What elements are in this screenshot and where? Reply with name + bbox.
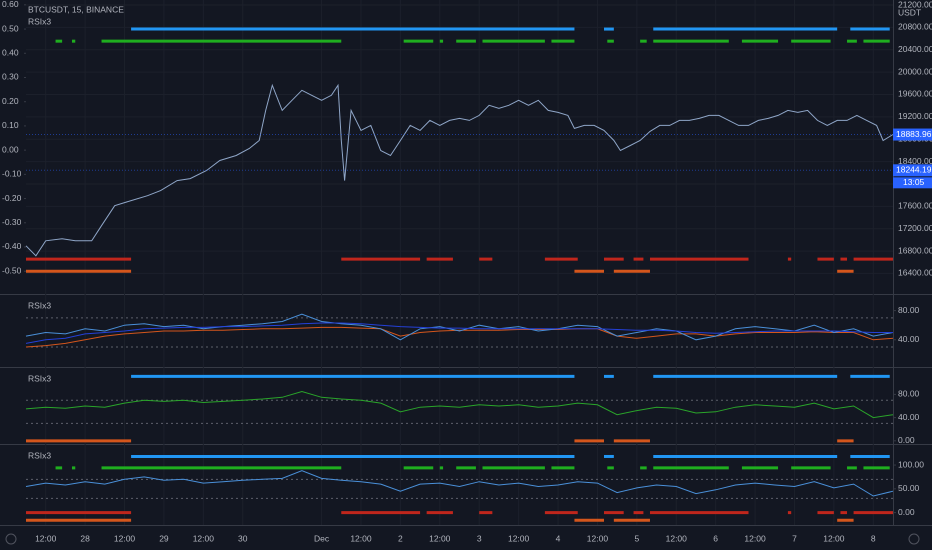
time-label: 12:00 xyxy=(429,533,451,543)
price-tag xyxy=(893,128,932,141)
price-tick-label: 40.00 xyxy=(898,412,920,422)
time-label: 5 xyxy=(634,533,639,543)
time-label: 28 xyxy=(80,533,90,543)
time-label: 12:00 xyxy=(744,533,766,543)
indicator-name: RSIx3 xyxy=(28,373,51,383)
left-tick-label: -0.20 xyxy=(2,193,22,203)
series-line xyxy=(25,470,894,497)
left-tick-label: -0.40 xyxy=(2,241,22,251)
price-tick-label: 16800.00 xyxy=(898,245,932,255)
time-label: 30 xyxy=(238,533,248,543)
time-label: 2 xyxy=(398,533,403,543)
price-tag xyxy=(893,164,932,177)
left-tick-label: 0.10 xyxy=(2,120,19,130)
series-line xyxy=(25,390,894,419)
left-tick-label: 0.60 xyxy=(2,0,19,9)
left-tick-label: 0.30 xyxy=(2,72,19,82)
time-label: 6 xyxy=(713,533,718,543)
left-tick-label: -0.50 xyxy=(2,265,22,275)
indicator-name: RSIx3 xyxy=(28,16,51,26)
countdown-label: 13:05 xyxy=(903,177,925,187)
price-tick-label: 50.00 xyxy=(898,483,920,493)
currency-label: USDT xyxy=(898,7,921,17)
time-label: 12:00 xyxy=(114,533,136,543)
time-label: 8 xyxy=(871,533,876,543)
countdown-tag xyxy=(893,177,932,189)
price-tick-label: 20800.00 xyxy=(898,22,932,32)
time-label: 4 xyxy=(556,533,561,543)
time-label: 12:00 xyxy=(193,533,215,543)
chart-title: BTCUSDT, 15, BINANCE xyxy=(28,4,124,14)
price-tick-label: 19600.00 xyxy=(898,89,932,99)
price-tick-label: 40.00 xyxy=(898,334,920,344)
left-tick-label: -0.10 xyxy=(2,169,22,179)
price-tick-label: 20000.00 xyxy=(898,66,932,76)
time-label: Dec xyxy=(314,533,330,543)
price-tick-label: 100.00 xyxy=(898,459,924,469)
series-line xyxy=(25,83,894,257)
price-tag-label: 18244.19 xyxy=(896,165,932,175)
price-tick-label: 17200.00 xyxy=(898,223,932,233)
left-tick-label: 0.00 xyxy=(2,144,19,154)
price-tick-label: 80.00 xyxy=(898,305,920,315)
indicator-name: RSIx3 xyxy=(28,450,51,460)
price-tick-label: 80.00 xyxy=(898,389,920,399)
time-label: 12:00 xyxy=(823,533,845,543)
time-label: 29 xyxy=(159,533,169,543)
time-label: 12:00 xyxy=(666,533,688,543)
price-tick-label: 0.00 xyxy=(898,435,915,445)
time-label: 7 xyxy=(792,533,797,543)
price-tag-label: 18883.96 xyxy=(896,129,932,139)
price-tick-label: 0.00 xyxy=(898,507,915,517)
price-tick-label: 17600.00 xyxy=(898,201,932,211)
time-label: 3 xyxy=(477,533,482,543)
price-tick-label: 16400.00 xyxy=(898,268,932,278)
price-tick-label: 20400.00 xyxy=(898,44,932,54)
time-label: 12:00 xyxy=(508,533,530,543)
price-tick-label: 19200.00 xyxy=(898,111,932,121)
series-line xyxy=(25,322,893,344)
time-label: 12:00 xyxy=(350,533,372,543)
settings-button[interactable] xyxy=(908,533,920,545)
price-tick-label: 21200.00 xyxy=(898,0,932,9)
left-tick-label: 0.40 xyxy=(2,48,19,58)
left-tick-label: 0.20 xyxy=(2,96,19,106)
series-line xyxy=(25,326,894,348)
price-tick-label: 18400.00 xyxy=(898,156,932,166)
left-tick-label: 0.50 xyxy=(2,23,19,33)
zoom-button[interactable] xyxy=(5,533,17,545)
indicator-name: RSIx3 xyxy=(28,300,51,310)
time-label: 12:00 xyxy=(35,533,57,543)
series-line xyxy=(25,313,894,341)
time-label: 12:00 xyxy=(587,533,609,543)
left-tick-label: -0.30 xyxy=(2,217,22,227)
